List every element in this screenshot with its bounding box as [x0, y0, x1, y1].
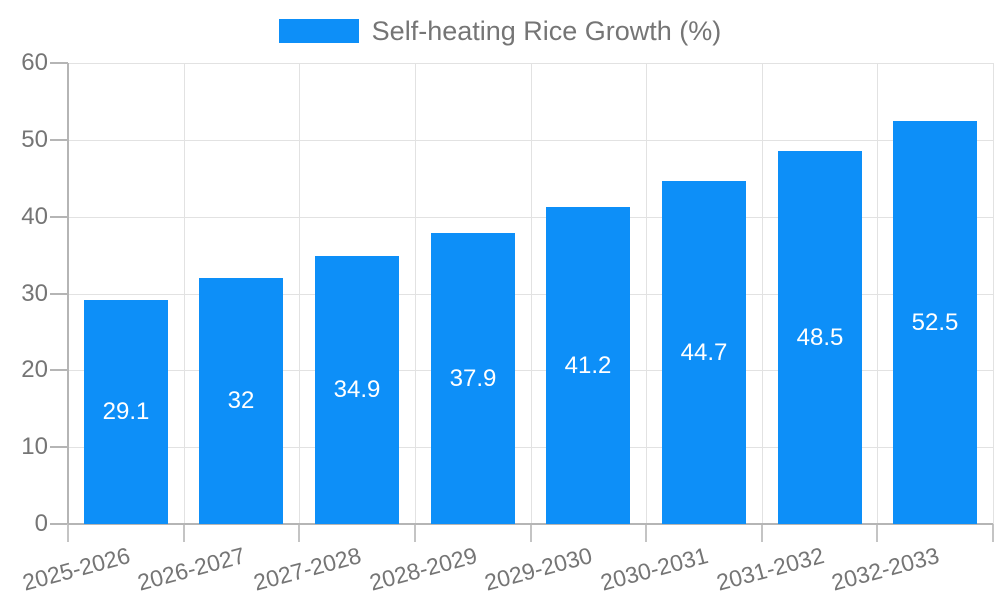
- legend-label: Self-heating Rice Growth (%): [371, 16, 722, 46]
- bar: 52.5: [893, 121, 977, 524]
- gridline-horizontal: [68, 217, 993, 218]
- x-tick-label: 2031-2032: [713, 542, 827, 596]
- x-axis-tick: [530, 524, 532, 542]
- x-axis-tick: [183, 524, 185, 542]
- y-tick-label: 10: [21, 433, 48, 460]
- x-tick-label: 2032-2033: [828, 542, 942, 596]
- bar: 41.2: [546, 207, 630, 524]
- x-tick-label: 2027-2028: [250, 542, 364, 596]
- gridline-horizontal: [68, 294, 993, 295]
- legend[interactable]: Self-heating Rice Growth (%): [0, 16, 1000, 46]
- y-axis-tick: [50, 139, 68, 141]
- gridline-vertical: [299, 63, 300, 524]
- gridline-horizontal: [68, 447, 993, 448]
- bar-value-label: 32: [227, 387, 255, 414]
- y-tick-label: 60: [21, 49, 48, 76]
- x-axis-line: [68, 523, 993, 525]
- x-axis-tick: [876, 524, 878, 542]
- x-axis-tick: [414, 524, 416, 542]
- gridline-vertical: [762, 63, 763, 524]
- gridline-vertical: [184, 63, 185, 524]
- bar: 48.5: [778, 151, 862, 524]
- bar: 32: [199, 278, 283, 524]
- bar-value-label: 34.9: [333, 376, 381, 403]
- bar-value-label: 29.1: [102, 398, 150, 425]
- gridline-vertical: [993, 63, 994, 524]
- y-tick-label: 20: [21, 356, 48, 383]
- bar-value-label: 48.5: [796, 323, 844, 351]
- y-tick-label: 40: [21, 203, 48, 230]
- y-axis-tick: [50, 446, 68, 448]
- x-axis-tick: [298, 524, 300, 542]
- bar: 29.1: [84, 300, 168, 524]
- legend-swatch: [278, 19, 359, 43]
- x-tick-label: 2025-2026: [19, 542, 133, 596]
- bar: 34.9: [315, 256, 399, 524]
- y-axis-tick: [50, 523, 68, 525]
- y-tick-label: 30: [21, 280, 48, 307]
- gridline-horizontal: [68, 140, 993, 141]
- gridline-horizontal: [68, 63, 993, 64]
- gridline-vertical: [877, 63, 878, 524]
- x-axis-tick: [761, 524, 763, 542]
- y-tick-label: 50: [21, 126, 48, 153]
- bar-value-label: 37.9: [449, 364, 497, 392]
- y-axis-tick: [50, 369, 68, 371]
- y-axis-line: [67, 63, 69, 524]
- y-axis-tick: [50, 62, 68, 64]
- x-tick-label: 2029-2030: [481, 542, 595, 596]
- x-axis-tick: [992, 524, 994, 542]
- x-axis-tick: [645, 524, 647, 542]
- y-axis-tick: [50, 216, 68, 218]
- x-tick-label: 2030-2031: [597, 542, 711, 596]
- y-axis-tick: [50, 293, 68, 295]
- x-tick-label: 2028-2029: [366, 542, 480, 596]
- x-tick-label: 2026-2027: [134, 542, 248, 596]
- gridline-vertical: [415, 63, 416, 524]
- bar: 37.9: [431, 233, 515, 524]
- x-axis-tick: [67, 524, 69, 542]
- bar-value-label: 44.7: [680, 338, 728, 366]
- y-tick-label: 0: [34, 510, 48, 537]
- bar-value-label: 41.2: [564, 351, 612, 379]
- gridline-horizontal: [68, 370, 993, 371]
- gridline-vertical: [531, 63, 532, 524]
- bar-value-label: 52.5: [911, 308, 959, 336]
- bar: 44.7: [662, 181, 746, 524]
- gridline-vertical: [646, 63, 647, 524]
